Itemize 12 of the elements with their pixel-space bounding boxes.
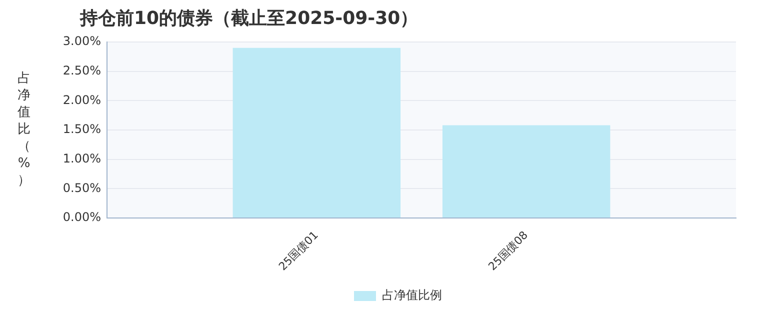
chart-title: 持仓前10的债券（截止至2025-09-30） — [80, 7, 418, 30]
x-tick-label: 25国债08 — [486, 228, 530, 274]
y-axis-title: 占净值比（%） — [16, 70, 32, 189]
y-tick-label: 0.50% — [62, 180, 101, 195]
legend-label: 占净值比例 — [382, 288, 442, 302]
y-tick-label: 0.00% — [62, 210, 101, 224]
y-tick-label: 3.00% — [62, 34, 101, 48]
y-tick-label: 1.50% — [62, 122, 101, 136]
y-tick-label: 1.00% — [62, 151, 101, 166]
y-tick-label: 2.00% — [62, 92, 101, 107]
x-tick-label: 25国债01 — [276, 228, 321, 274]
y-tick-label: 2.50% — [62, 63, 101, 78]
